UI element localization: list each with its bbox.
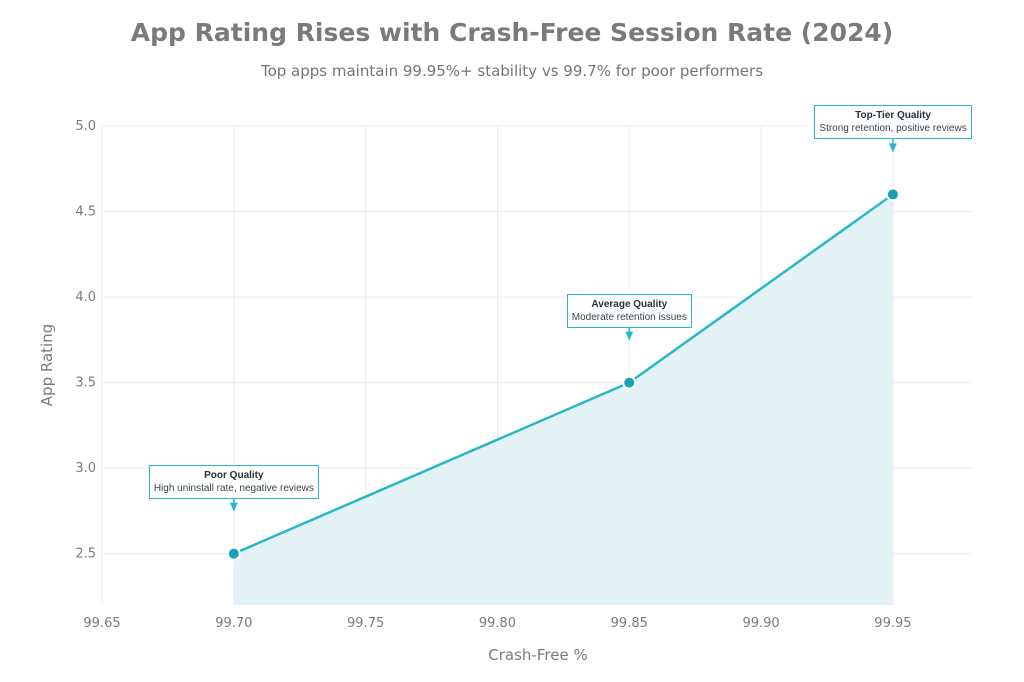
area-fill [233, 194, 893, 605]
y-tick-label: 5.0 [75, 119, 96, 134]
annotation-arrows [229, 138, 897, 512]
x-tick-label: 99.75 [347, 616, 384, 631]
x-tick-label: 99.90 [742, 616, 779, 631]
chart-subtitle: Top apps maintain 99.95%+ stability vs 9… [260, 62, 764, 80]
annotation-title: Top-Tier Quality [855, 110, 931, 122]
annotation-text: Strong retention, positive reviews [819, 123, 967, 135]
data-point [622, 375, 637, 390]
annotation-title: Average Quality [591, 298, 668, 310]
annotation-box: Poor Quality High uninstall rate, negativ… [148, 464, 319, 499]
annotation-text: Moderate retention issues [571, 311, 687, 323]
data-point [885, 187, 900, 202]
annotation-box: Top-Tier Quality Strong retention, positi… [814, 105, 972, 140]
y-tick-label: 3.0 [75, 461, 96, 476]
annotation-box: Average Quality Moderate retention issues [566, 293, 692, 328]
annotation-title: Poor Quality [204, 469, 264, 481]
y-axis-label: App Rating [38, 324, 56, 406]
x-tick-label: 99.65 [83, 616, 120, 631]
area-layer [233, 193, 894, 605]
x-tick-labels: 99.65 99.70 99.75 99.80 99.85 99.90 99.95 [83, 616, 911, 631]
y-tick-label: 4.5 [75, 205, 96, 220]
annotation-arrow-head [625, 331, 634, 341]
x-tick-label: 99.95 [874, 616, 911, 631]
y-tick-label: 3.5 [75, 376, 96, 391]
x-tick-label: 99.80 [479, 616, 516, 631]
y-tick-labels: 2.5 3.0 3.5 4.0 4.5 5.0 [75, 119, 96, 562]
x-tick-label: 99.85 [611, 616, 648, 631]
data-markers [226, 187, 900, 561]
y-tick-label: 4.0 [75, 290, 96, 305]
annotation-text: High uninstall rate, negative reviews [153, 482, 314, 494]
annotation-arrow-head [888, 143, 897, 153]
chart-title: App Rating Rises with Crash-Free Session… [130, 18, 894, 47]
x-tick-label: 99.70 [215, 616, 252, 631]
x-axis-label: Crash-Free % [488, 646, 587, 664]
data-point [226, 546, 241, 561]
annotation-arrow-head [229, 502, 238, 512]
y-tick-label: 2.5 [75, 547, 96, 562]
